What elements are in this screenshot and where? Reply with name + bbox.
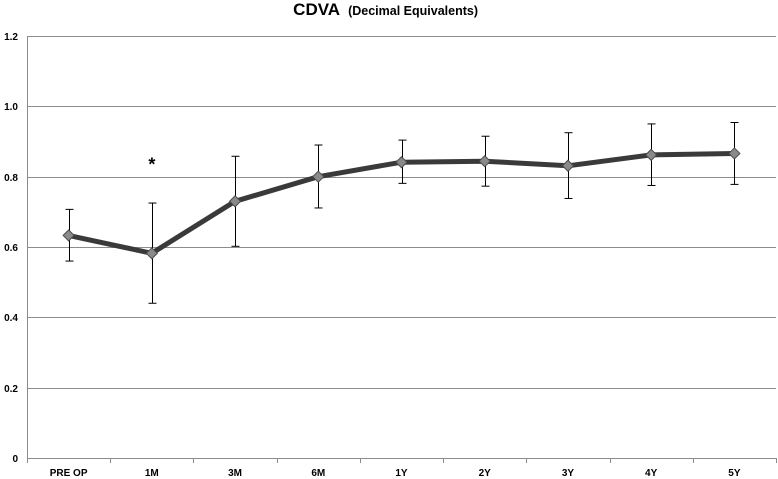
series-line-0	[66, 151, 737, 256]
y-tick-label: 1.0	[4, 102, 18, 113]
annotations: *	[148, 155, 155, 175]
axes	[27, 36, 777, 463]
x-tick-label: 1M	[145, 468, 159, 479]
x-tick-label: 6M	[311, 468, 325, 479]
x-tick-label: 4Y	[645, 468, 658, 479]
data-point-marker	[145, 247, 159, 260]
data-point-marker	[644, 148, 658, 162]
y-tick-labels: 0 0.2 0.4 0.6 0.8 1.0 1.2	[4, 32, 18, 465]
significance-asterisk: *	[148, 155, 155, 175]
data-point-marker	[395, 156, 408, 169]
y-tick-label: 0	[12, 454, 18, 465]
gridlines	[27, 36, 776, 389]
x-tick-label: 5Y	[728, 468, 741, 479]
chart-subtitle: (Decimal Equivalents)	[348, 4, 478, 18]
data-markers	[62, 147, 741, 260]
y-tick-label: 0.2	[4, 384, 18, 395]
data-point-marker	[62, 229, 75, 242]
y-tick-label: 0.6	[4, 243, 18, 254]
x-tick-label: 3M	[228, 468, 242, 479]
chart-title-main: CDVA	[293, 0, 340, 19]
series-lines	[66, 151, 737, 256]
y-tick-label: 0.4	[4, 313, 18, 324]
data-point-marker	[228, 195, 242, 208]
data-point-marker	[728, 147, 741, 160]
error-bars	[65, 122, 739, 304]
y-tick-label: 1.2	[4, 32, 18, 43]
x-tick-label: PRE OP	[50, 468, 88, 479]
data-point-marker	[561, 159, 575, 172]
x-tick-label: 3Y	[562, 468, 575, 479]
chart-title: CDVA (Decimal Equivalents)	[293, 0, 478, 19]
x-tick-labels: PRE OP 1M 3M 6M 1Y 2Y 3Y 4Y 5Y	[50, 468, 741, 479]
data-point-marker	[478, 154, 491, 168]
x-tick-label: 1Y	[395, 468, 408, 479]
data-point-marker	[312, 170, 325, 183]
x-tick-label: 2Y	[479, 468, 492, 479]
y-tick-label: 0.8	[4, 173, 18, 184]
